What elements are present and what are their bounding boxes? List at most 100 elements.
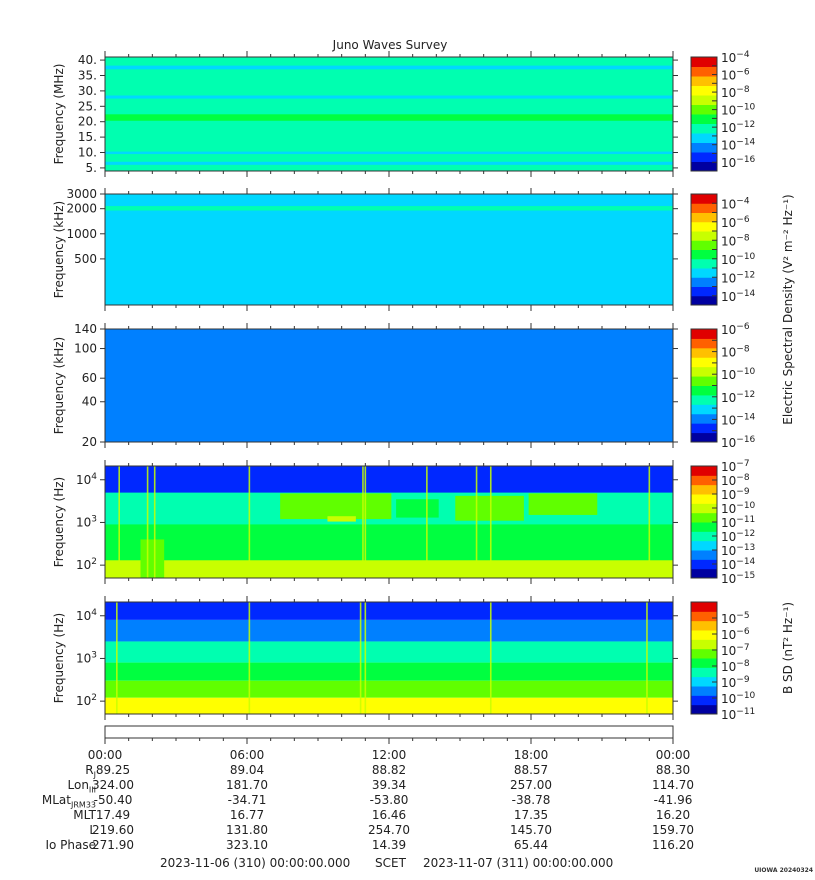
ephemeris-value: 16.77 bbox=[229, 808, 265, 822]
ephemeris-value: 219.60 bbox=[92, 823, 134, 837]
panel-hz-e-spike-0 bbox=[118, 466, 120, 578]
panel-khz-high-colorbar-label: 10−4 bbox=[721, 196, 750, 211]
panel-khz-high-colorbar-segment bbox=[691, 231, 717, 241]
panel-mhz-ytick-label: 15. bbox=[78, 130, 97, 144]
panel-khz-high-ytick-label: 2000 bbox=[66, 202, 97, 216]
ephemeris-value: 16.46 bbox=[371, 808, 407, 822]
panel-mhz-band-3 bbox=[105, 65, 673, 70]
panel-hz-e-colorbar-segment bbox=[691, 559, 717, 570]
panel-hz-e-spike-2 bbox=[153, 466, 156, 578]
version-stamp: UIOWA 20240324 bbox=[754, 867, 813, 874]
ephemeris-value: 254.70 bbox=[368, 823, 410, 837]
time-axis-label: 00:00 bbox=[656, 748, 691, 762]
panel-khz-low-ytick-label: 60 bbox=[82, 371, 97, 385]
panel-hz-b-band-0 bbox=[105, 602, 673, 620]
panel-hz-e-feature-0 bbox=[280, 493, 392, 520]
panel-hz-b-colorbar-segment bbox=[691, 611, 717, 622]
ephemeris-value: 131.80 bbox=[226, 823, 268, 837]
ephemeris-value: 17.35 bbox=[513, 808, 549, 822]
panel-mhz-band-4 bbox=[105, 151, 673, 155]
panel-mhz-colorbar-segment bbox=[691, 76, 717, 86]
ephemeris-value: 89.04 bbox=[229, 763, 265, 777]
panel-khz-high-colorbar-label: 10−8 bbox=[721, 233, 750, 248]
panel-hz-b-colorbar-label: 10−6 bbox=[721, 627, 750, 642]
panel-khz-high-colorbar-segment bbox=[691, 249, 717, 260]
panel-hz-b-colorbar-segment bbox=[691, 704, 717, 715]
panel-khz-low-colorbar-label: 10−6 bbox=[721, 322, 750, 337]
panel-khz-high-colorbar-label: 10−12 bbox=[721, 270, 755, 285]
ephemeris-value: 88.82 bbox=[371, 763, 407, 777]
panel-hz-e-ytick-label: 102 bbox=[76, 557, 97, 572]
panel-mhz-colorbar-label: 10−12 bbox=[721, 120, 755, 135]
panel-hz-b-spike-1 bbox=[248, 602, 251, 714]
panel-khz-low-ytick-label: 40 bbox=[82, 395, 97, 409]
panel-hz-e-ytick-label: 103 bbox=[76, 514, 97, 529]
panel-hz-b-colorbar-segment bbox=[691, 630, 717, 640]
panel-hz-e-spike-3 bbox=[248, 466, 251, 578]
panel-khz-low-colorbar-label: 10−8 bbox=[721, 345, 750, 360]
ephemeris-value: 145.70 bbox=[510, 823, 552, 837]
panel-hz-b-colorbar-frame bbox=[690, 601, 718, 715]
panel-hz-b-spike-0 bbox=[116, 602, 118, 714]
panel-khz-high-colorbar: 10−14 10−12 10−10 10−8 10−6 10−4 bbox=[690, 193, 756, 306]
panel-khz-high-colorbar-segment bbox=[691, 194, 717, 204]
panel-hz-b-colorbar-label: 10−7 bbox=[721, 643, 750, 658]
panel-hz-b-colorbar-segment bbox=[691, 676, 717, 687]
panel-khz-low-colorbar-segment bbox=[691, 413, 717, 424]
panel-khz-low-colorbar-segment bbox=[691, 347, 717, 358]
panel-mhz-colorbar-label: 10−6 bbox=[721, 68, 750, 83]
panel-khz-high-colorbar-segment bbox=[691, 268, 717, 278]
panel-khz-high-colorbar-segment bbox=[691, 286, 717, 297]
panel-hz-b-ytick-label: 102 bbox=[76, 693, 97, 708]
ephemeris-value: 271.90 bbox=[92, 838, 134, 852]
panel-hz-e-spike-8 bbox=[489, 466, 492, 578]
ephemeris-value: 324.00 bbox=[92, 778, 134, 792]
panel-mhz-ytick-label: 40. bbox=[78, 53, 97, 67]
panel-mhz-colorbar-segment bbox=[691, 95, 717, 105]
panel-khz-high-ytick-label: 3000 bbox=[66, 187, 97, 201]
panel-mhz-colorbar-segment bbox=[691, 142, 717, 153]
ephemeris-value: -53.80 bbox=[369, 793, 409, 807]
time-axis-label: 00:00 bbox=[88, 748, 123, 762]
panel-khz-low-colorbar-segment bbox=[691, 376, 717, 386]
panel-khz-high-colorbar-segment bbox=[691, 277, 717, 287]
panel-hz-e-spike-1 bbox=[146, 466, 149, 578]
panel-khz-low-band-1 bbox=[105, 357, 673, 366]
panel-hz-e-ytick-label: 104 bbox=[76, 472, 97, 487]
panel-hz-e-feature-3 bbox=[455, 495, 524, 521]
panel-mhz-ytick-label: 20. bbox=[78, 115, 97, 129]
panel-khz-low-colorbar-label: 10−16 bbox=[721, 435, 756, 450]
panel-hz-e-colorbar-label: 10−11 bbox=[721, 515, 755, 530]
panel-khz-low-ylabel: Frequency (kHz) bbox=[52, 337, 66, 434]
ephemeris-row-label: LonIII bbox=[67, 778, 97, 795]
panel-hz-b-spike-3 bbox=[364, 602, 367, 714]
chart-title: Juno Waves Survey bbox=[332, 38, 448, 52]
panel-mhz-colorbar-label: 10−10 bbox=[721, 103, 756, 118]
panel-khz-high-ylabel: Frequency (kHz) bbox=[52, 201, 66, 298]
panel-hz-e-colorbar-label: 10−8 bbox=[721, 473, 750, 488]
panel-hz-e-colorbar-label: 10−15 bbox=[721, 571, 755, 586]
panel-hz-e-band-2 bbox=[105, 560, 673, 578]
panel-khz-low-colorbar-segment bbox=[691, 366, 717, 377]
panel-khz-high-ytick-label: 500 bbox=[74, 252, 97, 266]
panel-khz-high-band-3 bbox=[105, 272, 673, 278]
panel-mhz-colorbar-segment bbox=[691, 85, 717, 96]
time-axis-label: 18:00 bbox=[514, 748, 549, 762]
panel-khz-high-colorbar-segment bbox=[691, 221, 717, 232]
ephemeris-value: -34.71 bbox=[227, 793, 267, 807]
panel-hz-b-spike-5 bbox=[646, 602, 648, 714]
panel-hz-b-band-1 bbox=[105, 619, 673, 642]
panel-hz-b-colorbar-segment bbox=[691, 648, 717, 659]
ephemeris-value: 17.49 bbox=[95, 808, 131, 822]
panel-khz-low-colorbar-segment bbox=[691, 423, 717, 434]
panel-hz-b-colorbar-label: 10−11 bbox=[721, 707, 755, 722]
ephemeris-value: 114.70 bbox=[652, 778, 694, 792]
panel-hz-b-colorbar-segment bbox=[691, 620, 717, 631]
panel-mhz-ytick-label: 30. bbox=[78, 84, 97, 98]
colorbar-label-magnetic: B SD (nT² Hz⁻¹) bbox=[781, 602, 795, 694]
panel-khz-low-colorbar-segment bbox=[691, 404, 717, 415]
panel-khz-low-colorbar-segment bbox=[691, 329, 717, 339]
panel-hz-e-spike-7 bbox=[475, 466, 478, 578]
